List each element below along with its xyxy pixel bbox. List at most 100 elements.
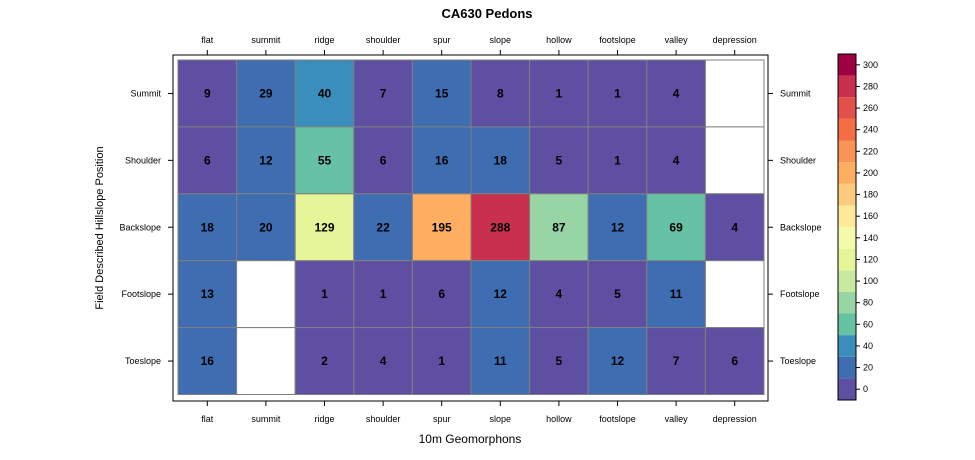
colorbar-tick-label: 60 <box>863 319 873 329</box>
cell-value-label: 1 <box>380 287 387 301</box>
cell-value-label: 13 <box>201 287 215 301</box>
x-tick-label-bottom: depression <box>713 414 757 424</box>
heatmap-cell-shoulder-hollow <box>529 126 589 195</box>
y-tick-label-left: Summit <box>130 88 161 98</box>
colorbar-swatch <box>838 75 856 98</box>
cell-value-label: 195 <box>432 220 452 234</box>
heatmap-cell-shoulder-valley <box>646 126 706 195</box>
cell-value-label: 15 <box>435 86 449 100</box>
cell-value-label: 4 <box>673 153 680 167</box>
heatmap-cell-shoulder-footslope <box>587 126 648 195</box>
y-tick-label-left: Backslope <box>119 222 161 232</box>
cell-value-label: 2 <box>321 354 328 368</box>
x-tick-label-top: flat <box>201 35 214 45</box>
heatmap-cell-shoulder-flat <box>177 126 238 195</box>
colorbar-tick-label: 180 <box>863 190 878 200</box>
colorbar-swatch <box>838 356 856 379</box>
heatmap-cell-footslope-summit <box>236 260 296 329</box>
y-tick-label-left: Toeslope <box>125 356 161 366</box>
cell-value-label: 9 <box>204 86 211 100</box>
colorbar-tick-label: 200 <box>863 168 878 178</box>
colorbar-swatch <box>838 335 856 357</box>
cell-value-label: 4 <box>673 86 680 100</box>
colorbar-tick-label: 280 <box>863 81 878 91</box>
cell-value-label: 129 <box>314 220 334 234</box>
cell-value-label: 6 <box>380 153 387 167</box>
heatmap-cell-summit-depression <box>704 59 765 128</box>
cell-value-label: 5 <box>556 153 563 167</box>
x-tick-label-bottom: valley <box>665 414 689 424</box>
heatmap-cell-toeslope-ridge <box>294 327 355 396</box>
cell-value-label: 87 <box>552 220 566 234</box>
cell-value-label: 288 <box>490 220 510 234</box>
cell-value-label: 5 <box>614 287 621 301</box>
cell-value-label: 4 <box>731 220 738 234</box>
heatmap-cell-toeslope-hollow <box>529 327 589 396</box>
y-tick-label-right: Toeslope <box>780 356 816 366</box>
cell-value-label: 6 <box>204 153 211 167</box>
x-tick-label-top: ridge <box>314 35 334 45</box>
y-tick-label-left: Shoulder <box>125 155 161 165</box>
cell-value-label: 12 <box>611 354 625 368</box>
x-tick-label-top: summit <box>251 35 280 45</box>
colorbar-swatch <box>838 248 856 271</box>
x-tick-label-top: spur <box>433 35 451 45</box>
x-tick-label-top: shoulder <box>366 35 401 45</box>
x-tick-label-bottom: footslope <box>599 414 636 424</box>
x-tick-label-bottom: slope <box>490 414 512 424</box>
cell-value-label: 40 <box>318 86 332 100</box>
heatmap-cell-shoulder-depression <box>704 126 765 195</box>
heatmap-cell-toeslope-spur <box>411 327 472 396</box>
x-tick-label-top: depression <box>713 35 757 45</box>
heatmap-cell-toeslope-shoulder <box>353 327 413 396</box>
colorbar-swatch <box>838 227 856 249</box>
heatmap-cell-toeslope-summit <box>236 327 296 396</box>
heatmap-cell-summit-shoulder <box>353 59 413 128</box>
colorbar-tick-label: 20 <box>863 363 873 373</box>
heatmap-cell-backslope-valley <box>646 193 706 262</box>
heatmap-cell-backslope-ridge <box>294 193 355 262</box>
cell-value-label: 6 <box>438 287 445 301</box>
plot-area: 9 29 40 7 15 8 1 1 46 12 55 6 16 18 5 1 418 20 129 22 195 288… <box>119 35 821 424</box>
colorbar-swatch <box>838 97 856 119</box>
heatmap-cell-backslope-flat <box>177 193 238 262</box>
cell-value-label: 1 <box>321 287 328 301</box>
y-tick-label-right: Footslope <box>780 289 820 299</box>
colorbar-swatch <box>838 183 856 206</box>
cell-value-label: 12 <box>259 153 273 167</box>
heatmap-cell-summit-flat <box>177 59 238 128</box>
heatmap-cell-footslope-depression <box>704 260 765 329</box>
colorbar-tick-label: 240 <box>863 125 878 135</box>
colorbar-tick-label: 100 <box>863 276 878 286</box>
y-axis-label: Field Described Hillslope Position <box>94 146 106 309</box>
colorbar-frame <box>837 53 857 401</box>
x-tick-label-bottom: summit <box>251 414 280 424</box>
cell-value-label: 69 <box>669 220 683 234</box>
colorbar: 0 20 40 60 80 100 120 140 160 180 200 220 240 260 280 3… <box>837 53 878 401</box>
heatmap-cell-backslope-hollow <box>529 193 589 262</box>
y-tick-label-right: Summit <box>780 88 811 98</box>
cell-value-label: 4 <box>380 354 387 368</box>
cell-value-label: 11 <box>494 354 507 368</box>
colorbar-swatch <box>838 205 856 227</box>
cell-value-label: 20 <box>259 220 273 234</box>
colorbar-tick-label: 160 <box>863 211 878 221</box>
heatmap-cell-backslope-shoulder <box>353 193 413 262</box>
x-axis-label: 10m Geomorphons <box>419 432 522 446</box>
colorbar-tick-label: 300 <box>863 60 878 70</box>
cell-value-label: 1 <box>556 86 563 100</box>
heatmap-cell-footslope-flat <box>177 260 238 329</box>
colorbar-swatch <box>838 140 856 163</box>
cell-value-label: 55 <box>318 153 332 167</box>
colorbar-swatch <box>838 162 856 184</box>
colorbar-tick-label: 220 <box>863 146 878 156</box>
colorbar-swatch <box>838 291 856 314</box>
cell-value-label: 22 <box>376 220 390 234</box>
colorbar-tick-label: 120 <box>863 254 878 264</box>
cell-value-label: 4 <box>556 287 563 301</box>
plot-frame <box>172 54 769 402</box>
heatmap-cell-toeslope-flat <box>177 327 238 396</box>
heatmap-cell-summit-slope <box>470 59 531 128</box>
x-tick-label-bottom: hollow <box>546 414 572 424</box>
heatmap-cell-toeslope-slope <box>470 327 531 396</box>
